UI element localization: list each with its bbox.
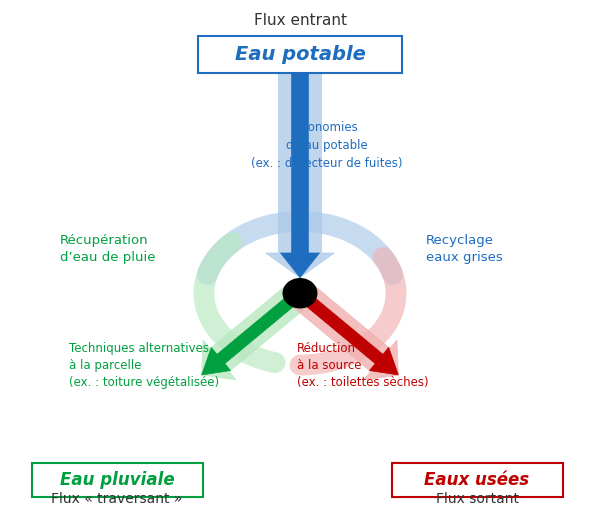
Text: Flux « traversant »: Flux « traversant » (52, 491, 182, 506)
Text: Recyclage
eaux grises: Recyclage eaux grises (426, 234, 503, 264)
Polygon shape (202, 289, 304, 375)
Polygon shape (265, 73, 335, 278)
FancyBboxPatch shape (198, 36, 402, 73)
Polygon shape (281, 73, 320, 278)
FancyBboxPatch shape (392, 463, 563, 497)
Text: Réduction
à la source
(ex. : toilettes sèches): Réduction à la source (ex. : toilettes s… (297, 343, 428, 389)
Text: Économies
d’eau potable
(ex. : détecteur de fuites): Économies d’eau potable (ex. : détecteur… (251, 121, 403, 170)
Text: Eaux usées: Eaux usées (424, 471, 530, 489)
Text: Flux entrant: Flux entrant (254, 13, 347, 28)
FancyBboxPatch shape (32, 463, 203, 497)
Polygon shape (296, 289, 398, 375)
Text: Flux sortant: Flux sortant (436, 491, 518, 506)
Text: Eau pluviale: Eau pluviale (59, 471, 175, 489)
Text: Eau potable: Eau potable (235, 45, 365, 64)
Circle shape (283, 279, 317, 308)
Polygon shape (202, 282, 310, 380)
Polygon shape (290, 282, 398, 380)
Text: Récupération
d’eau de pluie: Récupération d’eau de pluie (60, 234, 155, 264)
Text: Techniques alternatives
à la parcelle
(ex. : toiture végétalisée): Techniques alternatives à la parcelle (e… (69, 343, 219, 389)
